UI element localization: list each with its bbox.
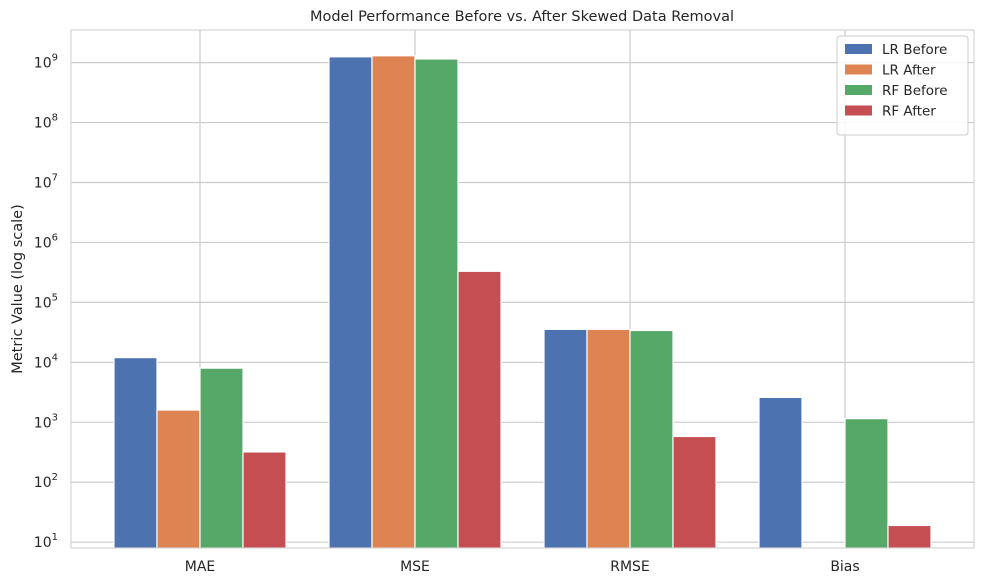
x-tick-label: Bias (830, 559, 859, 575)
y-tick-label: 104 (34, 352, 58, 371)
bar-rf-before-mae (199, 367, 244, 549)
y-tick-label: 107 (34, 173, 58, 192)
chart-title: Model Performance Before vs. After Skewe… (310, 9, 734, 25)
y-tick-exponent: 9 (52, 53, 58, 64)
y-tick-mantissa: 10 (34, 475, 52, 491)
bar-lr-after-mae (156, 409, 201, 549)
y-axis-label: Metric Value (log scale) (10, 204, 26, 374)
x-tick-labels: MAE MSE RMSE Bias (185, 559, 860, 575)
y-tick-exponent: 3 (52, 412, 58, 423)
legend-swatch (845, 64, 872, 75)
legend-label: RF Before (882, 83, 948, 99)
y-tick-mantissa: 10 (34, 415, 52, 431)
y-tick-label: 108 (34, 113, 58, 132)
y-tick-exponent: 7 (52, 173, 58, 184)
bar-lr-after-mse (371, 55, 416, 549)
y-tick-exponent: 6 (52, 232, 58, 243)
y-tick-label: 103 (34, 412, 58, 431)
bar-lr-before-mse (328, 56, 373, 549)
bar-lr-before-mae (113, 357, 158, 549)
bar-rf-after-mse (457, 270, 502, 549)
plot-frame (70, 29, 975, 549)
y-tick-label: 109 (34, 53, 58, 72)
bar-rf-after-rmse (672, 435, 717, 549)
bar-rf-before-bias (844, 418, 889, 549)
y-tick-label: 105 (34, 292, 58, 311)
y-tick-label: 102 (34, 472, 58, 491)
bar-lr-after-rmse (586, 328, 631, 549)
y-tick-exponent: 2 (52, 472, 58, 483)
bar-rf-before-rmse (629, 329, 674, 549)
bar-rf-after-mae (242, 451, 287, 549)
bars (113, 55, 932, 549)
y-tick-exponent: 4 (52, 352, 58, 363)
x-tick-label: RMSE (610, 559, 650, 575)
legend-swatch (845, 44, 872, 54)
bar-lr-before-rmse (543, 328, 588, 549)
y-tick-label: 106 (34, 232, 58, 251)
x-tick-label: MSE (400, 559, 430, 575)
y-tick-mantissa: 10 (34, 535, 52, 551)
bar-rf-after-bias (887, 524, 932, 549)
x-tick-label: MAE (185, 559, 216, 575)
y-tick-mantissa: 10 (34, 235, 52, 251)
y-tick-exponent: 1 (52, 532, 58, 543)
legend: LR Before LR After RF Before RF After (836, 35, 969, 136)
y-tick-label: 101 (34, 532, 58, 551)
legend-swatch (845, 85, 872, 95)
y-tick-exponent: 8 (52, 113, 58, 124)
y-tick-mantissa: 10 (34, 116, 52, 132)
legend-label: LR Before (882, 42, 947, 58)
bar-lr-before-bias (758, 396, 803, 549)
legend-swatch (845, 105, 872, 116)
y-tick-mantissa: 10 (34, 176, 52, 192)
legend-label: LR After (882, 63, 936, 79)
y-tick-mantissa: 10 (34, 295, 52, 311)
legend-label: RF After (882, 104, 936, 120)
y-tick-mantissa: 10 (34, 355, 52, 371)
y-tick-mantissa: 10 (34, 56, 52, 72)
y-tick-exponent: 5 (52, 292, 58, 303)
bar-rf-before-mse (414, 58, 459, 549)
